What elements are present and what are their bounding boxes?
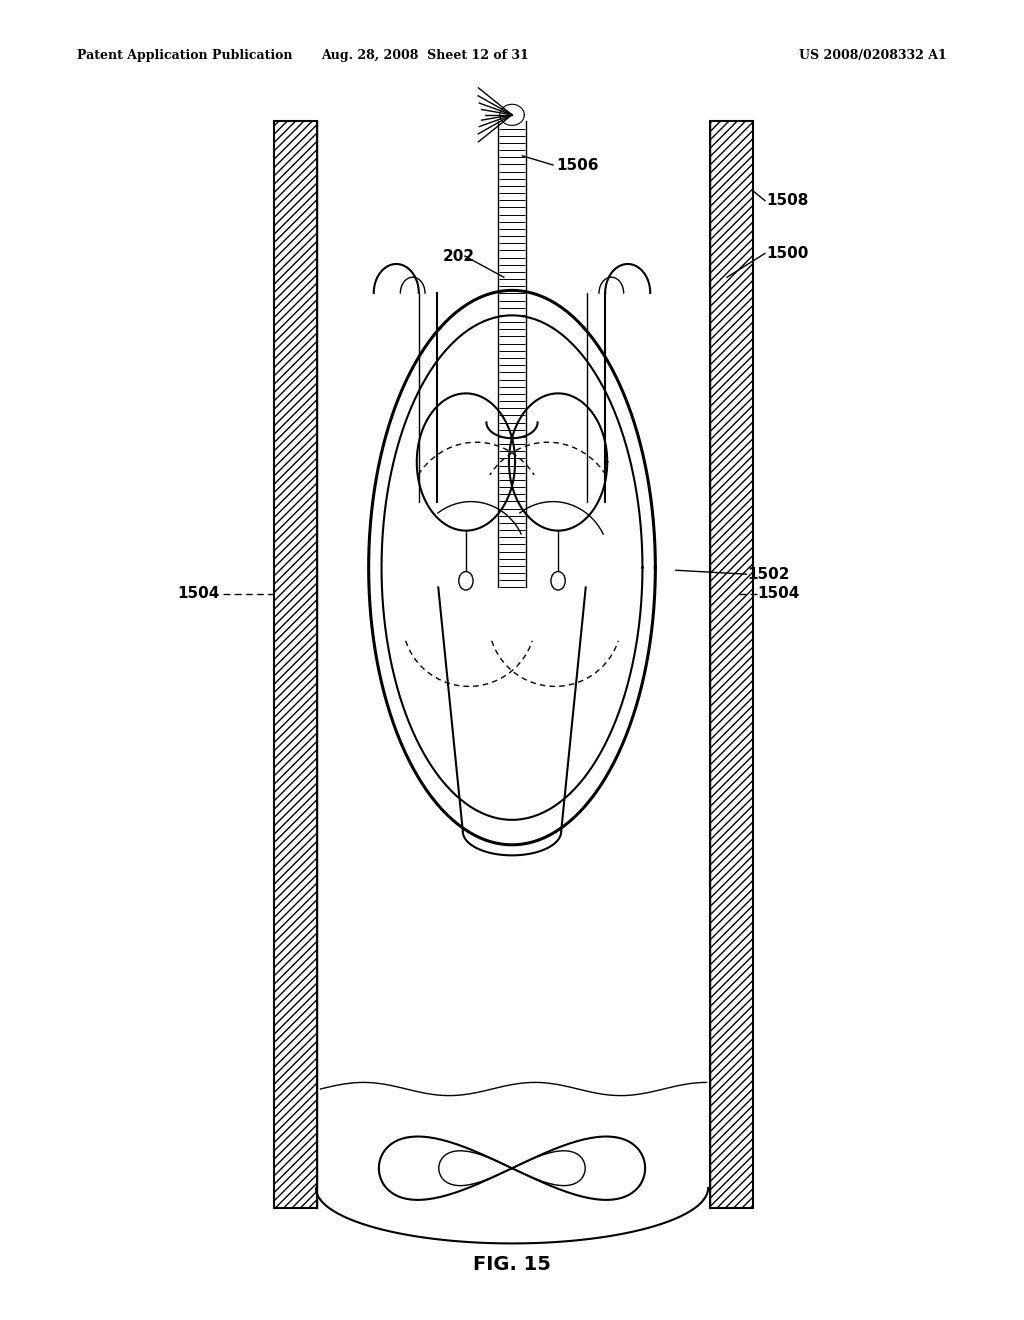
Text: 1504: 1504 [178,586,220,602]
Bar [710,121,753,1208]
Text: FIG. 15: FIG. 15 [473,1255,551,1274]
Text: Aug. 28, 2008  Sheet 12 of 31: Aug. 28, 2008 Sheet 12 of 31 [322,49,528,62]
Text: 1502: 1502 [748,566,791,582]
Text: 1506: 1506 [556,157,599,173]
Text: US 2008/0208332 A1: US 2008/0208332 A1 [800,49,947,62]
Text: Patent Application Publication: Patent Application Publication [77,49,292,62]
Circle shape [459,572,473,590]
Text: 1500: 1500 [766,246,808,261]
Circle shape [551,572,565,590]
Bar [274,121,317,1208]
Text: 1508: 1508 [766,193,808,209]
Text: 1504: 1504 [758,586,800,602]
Text: 202: 202 [442,248,474,264]
